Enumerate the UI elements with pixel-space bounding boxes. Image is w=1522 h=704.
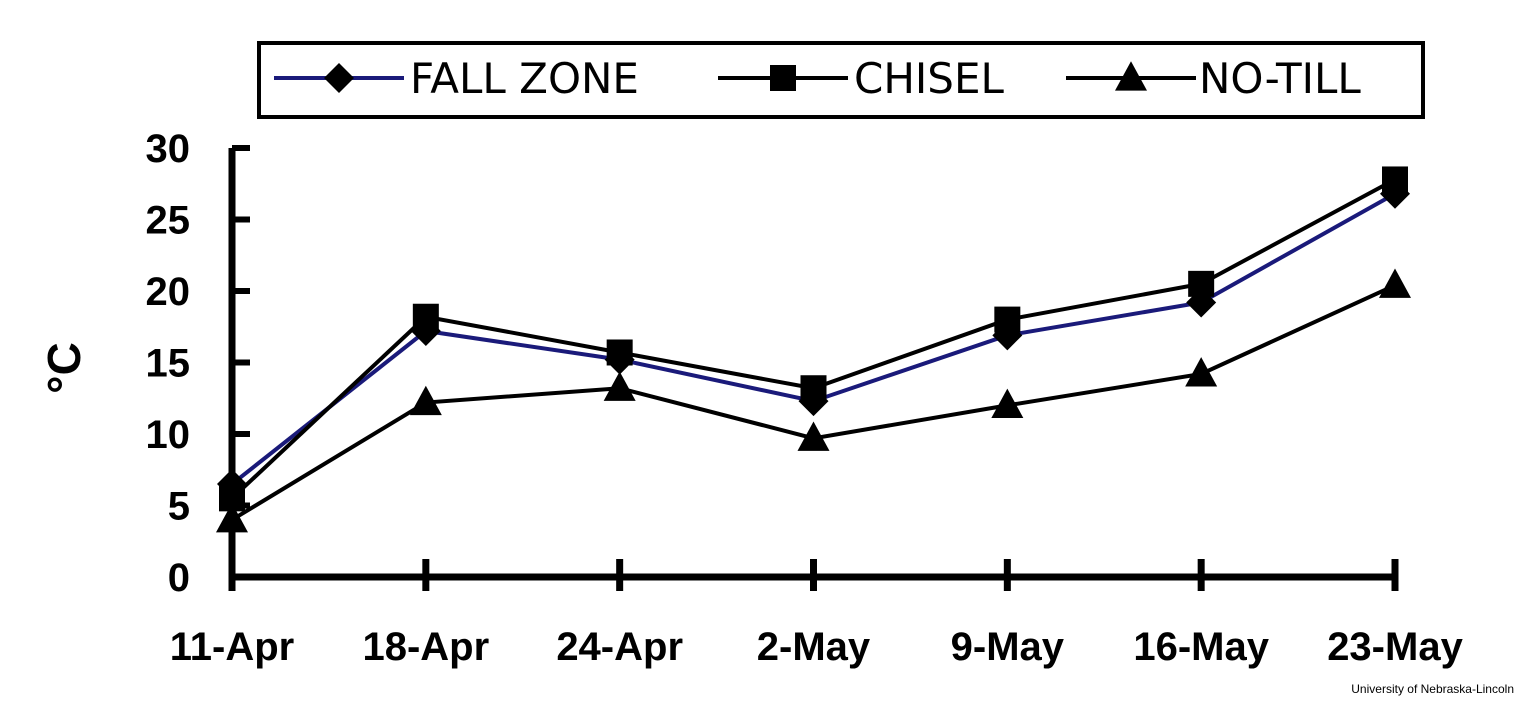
data-point-chisel bbox=[1382, 166, 1408, 193]
x-tick-label: 2-May bbox=[757, 625, 871, 669]
legend-marker-fall-zone bbox=[324, 63, 354, 93]
axes: 0 5 10 15 20 25 30 11-Apr 18-Apr 24-Apr 2-May 9-May… bbox=[146, 127, 1464, 669]
data-point-no-till bbox=[991, 388, 1024, 418]
x-tick-label: 16-May bbox=[1133, 625, 1269, 669]
legend-label-chisel: CHISEL bbox=[854, 54, 1004, 103]
x-tick-label: 24-Apr bbox=[556, 625, 683, 669]
series-markers bbox=[216, 166, 1411, 533]
data-point-chisel bbox=[606, 339, 633, 366]
data-point-chisel bbox=[412, 303, 439, 330]
data-point-chisel bbox=[800, 375, 827, 402]
x-tick-label: 18-Apr bbox=[362, 625, 489, 669]
x-tick-label: 11-Apr bbox=[170, 625, 295, 669]
y-tick-label: 10 bbox=[146, 413, 191, 457]
y-tick-label: 25 bbox=[146, 199, 191, 243]
y-axis-label: °C bbox=[38, 342, 90, 394]
legend-marker-no-till bbox=[1115, 61, 1147, 91]
credit-text: University of Nebraska-Lincoln bbox=[1351, 682, 1514, 696]
x-tick-label: 23-May bbox=[1327, 625, 1463, 669]
legend-marker-chisel bbox=[770, 65, 796, 91]
data-point-no-till bbox=[409, 385, 442, 416]
data-point-chisel bbox=[994, 306, 1021, 333]
data-point-no-till bbox=[797, 421, 830, 451]
y-tick-label: 15 bbox=[146, 342, 191, 386]
legend: FALL ZONE CHISEL NO-TILL bbox=[257, 41, 1425, 119]
data-point-no-till bbox=[216, 503, 248, 533]
x-tick-label: 9-May bbox=[951, 625, 1065, 669]
y-tick-label: 5 bbox=[168, 485, 190, 529]
y-tick-label: 30 bbox=[146, 127, 191, 171]
data-point-chisel bbox=[1188, 270, 1215, 297]
data-point-no-till bbox=[603, 371, 636, 401]
data-point-no-till bbox=[1185, 357, 1218, 387]
y-tick-label: 0 bbox=[168, 556, 190, 600]
legend-label-no-till: NO-TILL bbox=[1199, 54, 1361, 103]
y-tick-label: 20 bbox=[146, 270, 191, 314]
legend-label-fall-zone: FALL ZONE bbox=[410, 54, 639, 103]
series-lines bbox=[230, 177, 1396, 522]
data-point-no-till bbox=[1379, 268, 1411, 298]
